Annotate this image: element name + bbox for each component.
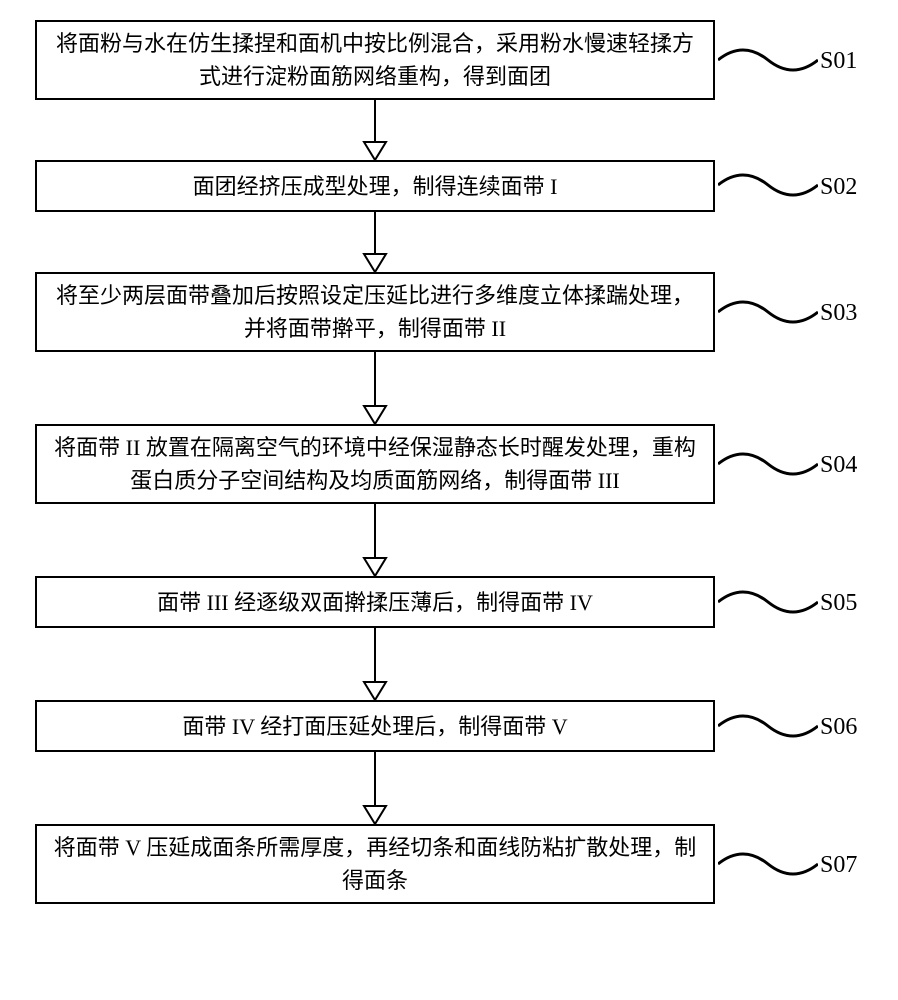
step-box-s04: 将面带 II 放置在隔离空气的环境中经保湿静态长时醒发处理，重构蛋白质分子空间结… bbox=[35, 424, 715, 504]
callout-squiggle-s01 bbox=[718, 45, 818, 75]
step-box-s06: 面带 IV 经打面压延处理后，制得面带 V bbox=[35, 700, 715, 752]
flowchart-canvas: 将面粉与水在仿生揉捏和面机中按比例混合，采用粉水慢速轻揉方式进行淀粉面筋网络重构… bbox=[0, 0, 898, 1000]
step-box-s01: 将面粉与水在仿生揉捏和面机中按比例混合，采用粉水慢速轻揉方式进行淀粉面筋网络重构… bbox=[35, 20, 715, 100]
step-text: 面带 IV 经打面压延处理后，制得面带 V bbox=[182, 710, 567, 743]
flow-arrow-6 bbox=[361, 752, 389, 824]
step-box-s02: 面团经挤压成型处理，制得连续面带 I bbox=[35, 160, 715, 212]
step-box-s05: 面带 III 经逐级双面擀揉压薄后，制得面带 IV bbox=[35, 576, 715, 628]
callout-squiggle-s06 bbox=[718, 711, 818, 741]
step-text: 将面带 II 放置在隔离空气的环境中经保湿静态长时醒发处理，重构蛋白质分子空间结… bbox=[49, 431, 701, 497]
callout-squiggle-s04 bbox=[718, 449, 818, 479]
step-label-s05: S05 bbox=[820, 590, 857, 617]
step-label-s04: S04 bbox=[820, 452, 857, 479]
callout-squiggle-s05 bbox=[718, 587, 818, 617]
callout-squiggle-s03 bbox=[718, 297, 818, 327]
flow-arrow-3 bbox=[361, 352, 389, 424]
step-label-s03: S03 bbox=[820, 300, 857, 327]
step-label-s01: S01 bbox=[820, 48, 857, 75]
callout-squiggle-s07 bbox=[718, 849, 818, 879]
callout-squiggle-s02 bbox=[718, 170, 818, 200]
step-text: 将至少两层面带叠加后按照设定压延比进行多维度立体揉踹处理，并将面带擀平，制得面带… bbox=[49, 279, 701, 345]
step-label-s02: S02 bbox=[820, 174, 857, 201]
step-text: 将面粉与水在仿生揉捏和面机中按比例混合，采用粉水慢速轻揉方式进行淀粉面筋网络重构… bbox=[49, 27, 701, 93]
flow-arrow-4 bbox=[361, 504, 389, 576]
step-text: 面团经挤压成型处理，制得连续面带 I bbox=[193, 170, 558, 203]
flow-arrow-2 bbox=[361, 212, 389, 272]
flow-arrow-1 bbox=[361, 100, 389, 160]
step-label-s07: S07 bbox=[820, 852, 857, 879]
step-text: 面带 III 经逐级双面擀揉压薄后，制得面带 IV bbox=[157, 586, 593, 619]
flow-arrow-5 bbox=[361, 628, 389, 700]
step-box-s03: 将至少两层面带叠加后按照设定压延比进行多维度立体揉踹处理，并将面带擀平，制得面带… bbox=[35, 272, 715, 352]
step-label-s06: S06 bbox=[820, 714, 857, 741]
step-box-s07: 将面带 V 压延成面条所需厚度，再经切条和面线防粘扩散处理，制得面条 bbox=[35, 824, 715, 904]
step-text: 将面带 V 压延成面条所需厚度，再经切条和面线防粘扩散处理，制得面条 bbox=[49, 831, 701, 897]
